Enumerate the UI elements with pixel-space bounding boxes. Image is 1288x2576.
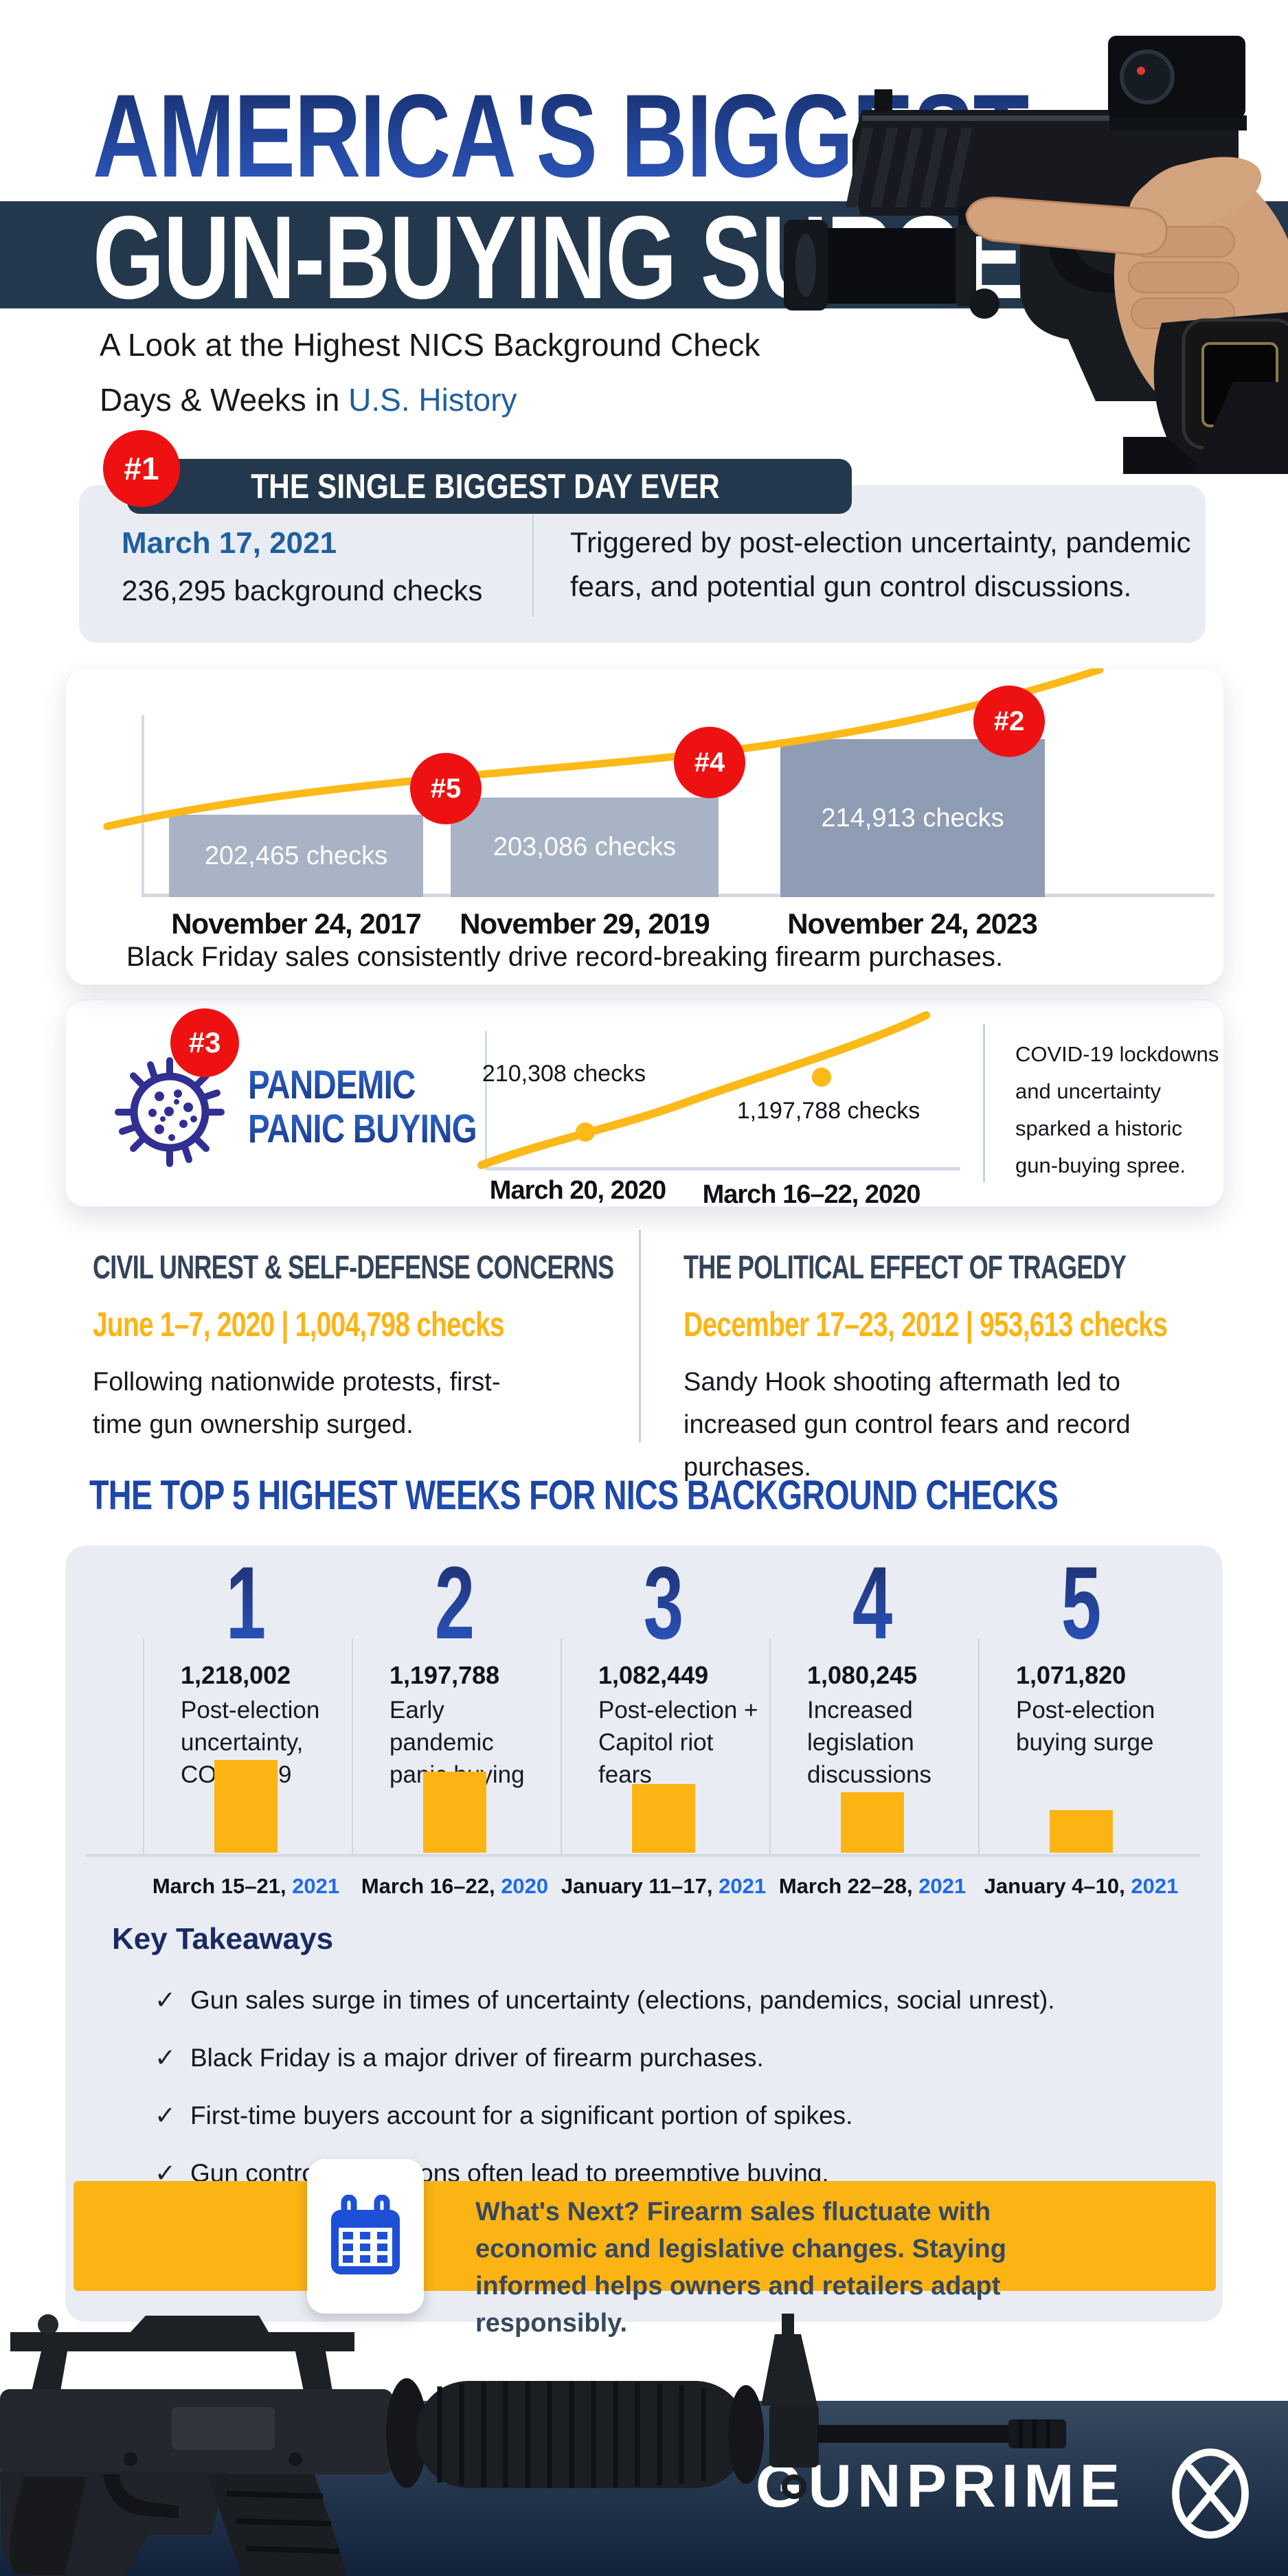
- civil-unrest-body: Following nationwide protests, first-tim…: [93, 1368, 501, 1439]
- week-date: January 11–17, 2021: [561, 1874, 767, 1898]
- bar-date-2017: November 24, 2017: [171, 907, 422, 940]
- week-value: 1,082,449: [598, 1661, 709, 1689]
- rank-number: 1: [174, 1551, 318, 1654]
- black-friday-bar-2019: 203,086 checks: [451, 798, 719, 897]
- pandemic-point1-date: March 20, 2020: [489, 1176, 666, 1205]
- civil-unrest-section: CIVIL UNREST & SELF-DEFENSE CONCERNS Jun…: [93, 1249, 635, 1446]
- top5-card: 1 1,218,002 Post-election uncertainty, C…: [65, 1546, 1223, 2338]
- tragedy-section: THE POLITICAL EFFECT OF TRAGEDY December…: [683, 1249, 1226, 1489]
- column-divider: [769, 1638, 771, 1855]
- calendar-tile: [307, 2159, 424, 2314]
- whats-next-text: What's Next? Firearm sales fluctuate wit…: [475, 2197, 1006, 2338]
- tragedy-highlight: December 17–23, 2012 | 953,613 checks: [683, 1305, 1168, 1344]
- black-friday-chart-card: 202,465 checks 203,086 checks 214,913 ch…: [65, 668, 1224, 985]
- week-value: 1,071,820: [1016, 1661, 1127, 1689]
- top5-column-3: 3 1,082,449 Post-election + Capitol riot…: [561, 1546, 767, 1898]
- week-description: Post-election buying surge: [1016, 1697, 1155, 1756]
- tragedy-body: Sandy Hook shooting aftermath led to inc…: [683, 1368, 1131, 1482]
- rank-5-badge: #5: [410, 753, 482, 824]
- subtitle-line2: Days & Weeks in: [100, 382, 349, 418]
- week-date: March 15–21, 2021: [152, 1874, 340, 1898]
- tragedy-heading: THE POLITICAL EFFECT OF TRAGEDY: [683, 1250, 1127, 1286]
- black-friday-bar-2017: 202,465 checks: [169, 815, 423, 897]
- rank-number: 5: [1009, 1551, 1153, 1654]
- column-divider: [561, 1638, 562, 1855]
- virus-icon: [115, 1057, 225, 1167]
- rank-4-badge: #4: [674, 727, 745, 798]
- pandemic-description: COVID-19 lockdowns and uncertainty spark…: [1015, 1042, 1219, 1177]
- rank-3-badge: #3: [170, 1008, 239, 1077]
- subtitle-line1: A Look at the Highest NICS Background Ch…: [100, 327, 760, 363]
- top5-column-4: 4 1,080,245 Increased legislation discus…: [769, 1546, 975, 1898]
- key-takeaways-title: Key Takeaways: [112, 1922, 334, 1956]
- hero-pistol-photo: [784, 36, 1288, 474]
- bar-date-2023: November 24, 2023: [787, 907, 1038, 940]
- top5-column-1: 1 1,218,002 Post-election uncertainty, C…: [143, 1546, 349, 1898]
- rifle-photo: [0, 2314, 1066, 2576]
- takeaway-item: ✓ Gun sales surge in times of uncertainty…: [155, 1986, 1055, 2014]
- single-biggest-day-banner: THE SINGLE BIGGEST DAY EVER: [127, 459, 852, 514]
- pandemic-card: #3 PANDEMIC PANIC BUYING 210,308 checks …: [65, 999, 1224, 1209]
- week-date: March 22–28, 2021: [778, 1874, 967, 1898]
- top5-column-5: 5 1,071,820 Post-election buying surge J…: [978, 1546, 1184, 1898]
- calendar-icon: [331, 2194, 400, 2274]
- subtitle-highlight: U.S. History: [348, 382, 517, 418]
- crosshair-logo-icon: [1172, 2448, 1249, 2539]
- subtitle: A Look at the Highest NICS Background Ch…: [100, 317, 760, 427]
- week-value: 1,080,245: [807, 1661, 918, 1689]
- pandemic-point2-date: March 16–22, 2020: [702, 1180, 921, 1209]
- bar-label: 214,913 checks: [821, 803, 1004, 833]
- rank-number: 4: [800, 1551, 945, 1654]
- top5-baseline: [86, 1854, 1200, 1857]
- card-divider: [983, 1024, 985, 1182]
- week-description: Post-election + Capitol riot fears: [598, 1697, 758, 1788]
- chart-y-axis: [142, 715, 144, 895]
- week-value: 1,197,788: [389, 1661, 500, 1689]
- week-bar: [423, 1772, 486, 1853]
- whats-next-banner: What's Next? Firearm sales fluctuate wit…: [74, 2181, 1216, 2338]
- column-divider: [978, 1638, 980, 1855]
- civil-unrest-highlight: June 1–7, 2020 | 1,004,798 checks: [93, 1305, 505, 1344]
- biggest-day-count: 236,295 background checks: [122, 574, 483, 607]
- rank-number: 2: [383, 1551, 527, 1654]
- bar-date-2019: November 29, 2019: [460, 907, 710, 940]
- black-friday-bar-2023: 214,913 checks: [780, 739, 1045, 897]
- check-icon: ✓: [155, 2044, 177, 2072]
- section-divider: [639, 1230, 641, 1443]
- pandemic-point2-label: 1,197,788 checks: [736, 1098, 920, 1124]
- civil-unrest-heading: CIVIL UNREST & SELF-DEFENSE CONCERNS: [93, 1250, 614, 1286]
- pandemic-point1-label: 210,308 checks: [482, 1061, 646, 1087]
- week-date: March 16–22, 2020: [361, 1874, 549, 1898]
- mini-chart-y-axis: [485, 1031, 487, 1168]
- check-icon: ✓: [155, 1986, 177, 2014]
- week-value: 1,218,002: [181, 1661, 291, 1689]
- biggest-day-description: Triggered by post-election uncertainty, …: [570, 526, 1191, 602]
- column-divider: [352, 1638, 353, 1855]
- week-bar: [1050, 1810, 1113, 1853]
- rank-number: 3: [591, 1551, 736, 1654]
- mini-chart-baseline: [485, 1167, 960, 1171]
- week-bar: [632, 1784, 695, 1853]
- week-bar: [214, 1760, 278, 1853]
- single-biggest-day-title: THE SINGLE BIGGEST DAY EVER: [251, 467, 720, 506]
- takeaway-item: ✓ First-time buyers account for a signifi…: [155, 2101, 853, 2129]
- card-divider: [532, 514, 534, 617]
- top5-column-2: 2 1,197,788 Early pandemic panic buying …: [352, 1546, 558, 1898]
- pandemic-title: PANDEMIC PANIC BUYING: [248, 1063, 477, 1151]
- biggest-day-date: March 17, 2021: [122, 526, 337, 560]
- top5-heading: THE TOP 5 HIGHEST WEEKS FOR NICS BACKGRO…: [89, 1472, 1059, 1518]
- column-divider: [143, 1638, 144, 1855]
- week-description: Increased legislation discussions: [807, 1697, 931, 1788]
- black-friday-caption: Black Friday sales consistently drive re…: [126, 942, 1004, 972]
- check-icon: ✓: [155, 2101, 177, 2129]
- rank-1-badge: #1: [103, 430, 180, 507]
- takeaway-item: ✓ Black Friday is a major driver of firea…: [155, 2044, 764, 2072]
- rank-2-badge: #2: [973, 686, 1045, 757]
- bar-label: 203,086 checks: [493, 833, 677, 861]
- week-date: January 4–10, 2021: [984, 1874, 1179, 1898]
- bar-label: 202,465 checks: [204, 841, 388, 870]
- week-bar: [841, 1792, 904, 1853]
